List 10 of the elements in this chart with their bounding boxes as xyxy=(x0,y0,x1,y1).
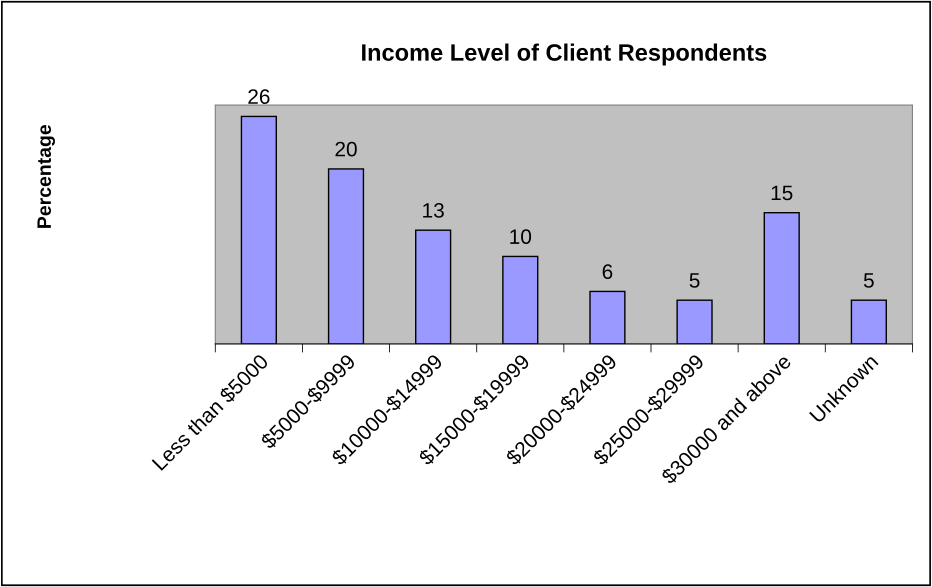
data-label: 6 xyxy=(602,264,612,280)
data-label: 13 xyxy=(423,203,444,218)
data-label: 20 xyxy=(335,142,357,157)
chart-title: Income Level of Client Respondents xyxy=(362,44,766,66)
data-label: 26 xyxy=(248,89,270,104)
data-label: 10 xyxy=(510,229,532,244)
y-axis-title: Percentage xyxy=(37,124,55,228)
data-label: 15 xyxy=(772,186,792,200)
data-label: 5 xyxy=(864,273,874,288)
data-label: 5 xyxy=(690,273,700,288)
